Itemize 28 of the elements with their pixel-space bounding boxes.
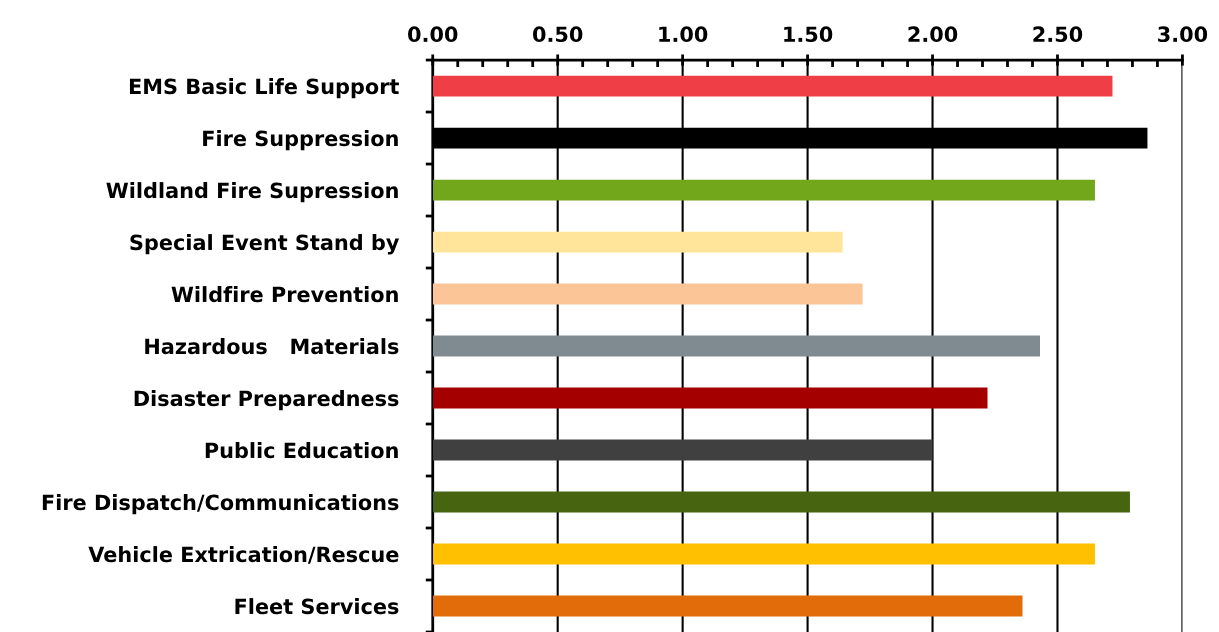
x-tick-label: 3.00 [1158,26,1208,43]
x-tick-label: 2.00 [908,26,958,43]
bar [432,543,1095,565]
y-tick-label: Fleet Services [235,598,399,615]
y-tick-label: Hazardous Materials [145,338,399,355]
bar [432,439,933,461]
y-tick-label: Wildland Fire Supression [106,182,398,203]
y-tick-label: Disaster Preparedness [134,390,399,411]
bar [432,179,1095,201]
bar [432,283,863,305]
y-tick-label: EMS Basic Life Support [129,78,399,99]
y-tick-label: Wildfire Prevention [171,286,398,303]
y-tick-label: Fire Suppression [203,130,398,151]
bar [432,231,843,253]
x-tick-label: 1.00 [659,26,708,43]
bar [432,387,988,409]
y-tick-label: Fire Dispatch/Communications [42,494,399,515]
y-tick-label: Public Education [205,442,398,459]
bar [432,595,1023,617]
bar [432,335,1040,357]
x-tick-label: 0.50 [532,26,583,43]
y-tick-label: Vehicle Extrication/Rescue [88,546,399,564]
x-tick-label: 1.50 [784,26,833,43]
bar [432,491,1130,513]
x-tick-label: 2.50 [1033,26,1083,43]
y-tick-label: Special Event Stand by [130,234,400,255]
bar [432,75,1113,97]
x-tick-label: 0.00 [408,26,458,43]
